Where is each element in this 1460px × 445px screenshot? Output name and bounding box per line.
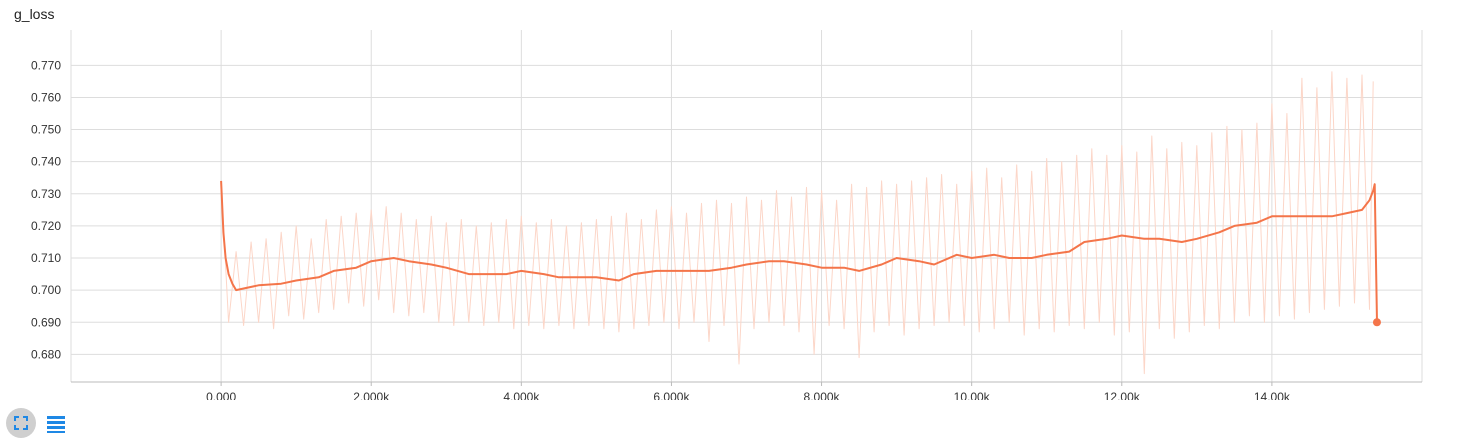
list-icon bbox=[47, 416, 65, 433]
y-tick-label: 0.760 bbox=[31, 90, 61, 104]
fullscreen-button[interactable] bbox=[6, 408, 36, 438]
y-tick-label: 0.690 bbox=[31, 315, 61, 329]
x-tick-label: 10.00k bbox=[954, 390, 991, 400]
series-end-marker bbox=[1372, 318, 1381, 327]
x-tick-label: 6.000k bbox=[653, 390, 690, 400]
smoothed-series-line bbox=[220, 180, 1378, 323]
raw-series-line bbox=[220, 71, 1374, 375]
y-tick-label: 0.740 bbox=[31, 155, 61, 169]
x-tick-label: 14.00k bbox=[1254, 390, 1291, 400]
y-tick-label: 0.730 bbox=[31, 187, 61, 201]
x-tick-label: 0.000 bbox=[206, 390, 236, 400]
y-tick-label: 0.680 bbox=[31, 347, 61, 361]
data-table-button[interactable] bbox=[45, 414, 67, 434]
y-tick-label: 0.750 bbox=[31, 123, 61, 137]
x-tick-label: 12.00k bbox=[1104, 390, 1141, 400]
chart-title: g_loss bbox=[14, 6, 55, 22]
x-tick-label: 4.000k bbox=[503, 390, 540, 400]
x-tick-label: 2.000k bbox=[353, 390, 390, 400]
y-tick-label: 0.700 bbox=[31, 283, 61, 297]
y-tick-label: 0.710 bbox=[31, 251, 61, 265]
loss-chart[interactable]: 0.680 0.690 0.700 0.710 0.720 0.730 0.740 0.750… bbox=[0, 0, 1460, 400]
fullscreen-icon bbox=[14, 416, 28, 430]
y-tick-label: 0.770 bbox=[31, 58, 61, 72]
x-tick-label: 8.000k bbox=[804, 390, 841, 400]
y-tick-label: 0.720 bbox=[31, 219, 61, 233]
